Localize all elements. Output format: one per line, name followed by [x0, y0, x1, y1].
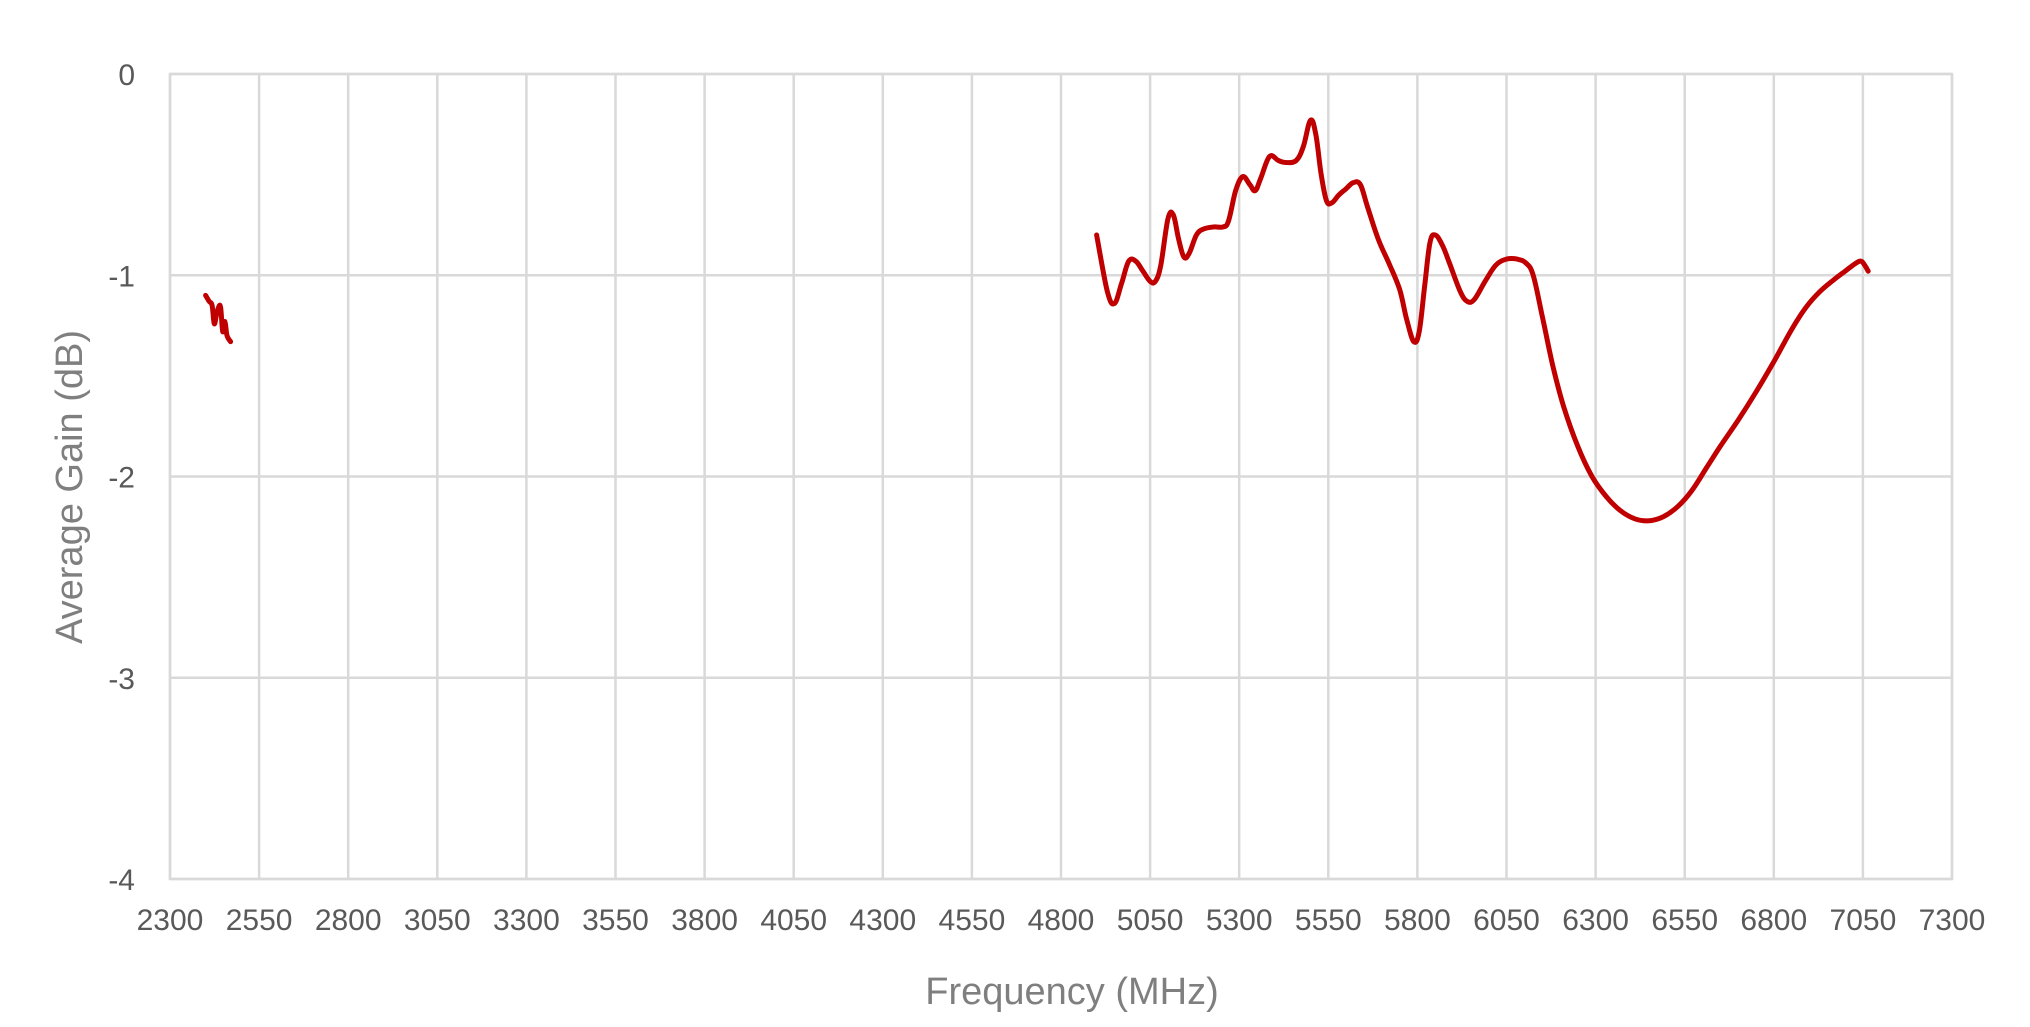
- series-layer: [203, 117, 1871, 524]
- x-axis-ticks: 2300 2550 2800 3050 3300 3550 3800 4050 4300 4550…: [137, 904, 1986, 937]
- series-line-segment: [1094, 117, 1871, 524]
- y-axis-ticks: 0 -1 -2 -3 -4: [108, 59, 135, 897]
- x-axis-title: Frequency (MHz): [925, 971, 1219, 1013]
- x-tick-label: 2300: [137, 904, 204, 937]
- y-tick-label: -4: [108, 864, 135, 897]
- y-tick-label: -2: [108, 462, 135, 495]
- x-tick-label: 4800: [1028, 904, 1095, 937]
- y-tick-label: -3: [108, 663, 135, 696]
- x-tick-label: 5800: [1384, 904, 1451, 937]
- x-tick-label: 5300: [1206, 904, 1273, 937]
- plot-area: [168, 72, 1954, 881]
- x-tick-label: 5050: [1117, 904, 1184, 937]
- x-tick-label: 4300: [849, 904, 916, 937]
- x-tick-label: 2550: [226, 904, 293, 937]
- x-tick-label: 6550: [1651, 904, 1718, 937]
- x-tick-label: 5550: [1295, 904, 1362, 937]
- x-tick-label: 3550: [582, 904, 649, 937]
- x-tick-label: 7300: [1919, 904, 1986, 937]
- x-tick-label: 6300: [1562, 904, 1629, 937]
- y-tick-label: 0: [118, 59, 135, 92]
- gridlines: [168, 72, 1954, 881]
- x-tick-label: 2800: [315, 904, 382, 937]
- y-tick-label: -1: [108, 260, 135, 293]
- x-tick-label: 4550: [939, 904, 1006, 937]
- x-tick-label: 3300: [493, 904, 560, 937]
- plot-border: [168, 72, 1954, 881]
- series-line-segment: [203, 292, 234, 345]
- x-tick-label: 6050: [1473, 904, 1540, 937]
- x-tick-label: 7050: [1830, 904, 1897, 937]
- x-tick-label: 6800: [1740, 904, 1807, 937]
- x-tick-label: 3050: [404, 904, 471, 937]
- x-tick-label: 4050: [760, 904, 827, 937]
- x-tick-label: 3800: [671, 904, 738, 937]
- y-axis-title: Average Gain (dB): [49, 330, 91, 644]
